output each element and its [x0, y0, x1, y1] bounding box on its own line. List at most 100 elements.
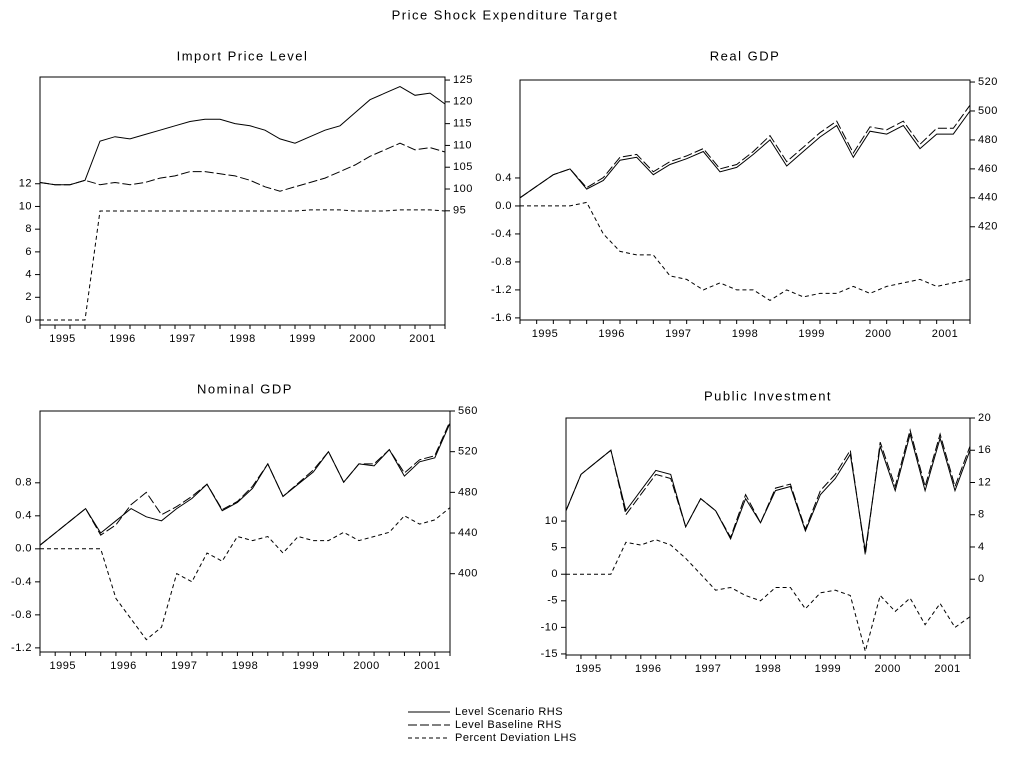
y-tick-label: 0.0: [495, 200, 512, 212]
x-tick-label: 1999: [292, 660, 318, 672]
y2-tick-label: 16: [978, 444, 991, 456]
series-line: [565, 432, 971, 552]
x-tick-label: 1998: [755, 663, 781, 675]
x-tick-label: 2001: [409, 333, 435, 345]
series-line: [520, 201, 971, 301]
y2-tick-label: 105: [453, 161, 473, 173]
y2-tick-label: 440: [978, 192, 998, 204]
y2-tick-label: 560: [458, 405, 478, 417]
x-tick-label: 2001: [414, 660, 440, 672]
y-tick-label: -0.8: [491, 256, 512, 268]
y2-tick-label: 440: [458, 527, 478, 539]
y2-tick-label: 115: [453, 118, 472, 130]
series-line: [519, 104, 971, 199]
chart-title: Import Price Level: [177, 48, 309, 63]
x-tick-label: 2000: [349, 333, 375, 345]
x-tick-label: 1998: [732, 328, 758, 340]
y-tick-label: -10: [541, 621, 558, 633]
legend-label: Percent Deviation LHS: [455, 732, 577, 744]
y-tick-label: 0.4: [15, 510, 32, 522]
y-tick-label: 0.0: [15, 543, 32, 555]
y-tick-label: 12: [19, 178, 32, 190]
y-tick-label: -5: [547, 595, 558, 607]
x-tick-label: 1998: [229, 333, 255, 345]
chart-title: Public Investment: [704, 388, 832, 403]
y2-tick-label: 20: [978, 412, 991, 424]
y2-tick-label: 520: [978, 76, 998, 88]
series-line: [39, 422, 451, 546]
x-tick-label: 2000: [353, 660, 379, 672]
y2-tick-label: 12: [978, 476, 991, 488]
y-tick-label: -1.6: [491, 312, 512, 324]
chart-title: Nominal GDP: [197, 381, 293, 396]
y-tick-label: 0.4: [495, 172, 512, 184]
y-tick-label: 10: [545, 515, 558, 527]
y2-tick-label: 100: [453, 183, 473, 195]
x-tick-label: 1996: [635, 663, 661, 675]
y-tick-label: 10: [19, 200, 32, 212]
y2-tick-label: 480: [978, 134, 998, 146]
series-line: [40, 209, 446, 321]
y-tick-label: -1.2: [11, 642, 32, 654]
y2-tick-label: 8: [978, 509, 985, 521]
y-tick-label: 5: [551, 542, 558, 554]
x-tick-label: 2000: [874, 663, 900, 675]
y2-tick-label: 500: [978, 105, 998, 117]
x-tick-label: 2001: [934, 663, 960, 675]
y-tick-label: 0: [25, 314, 32, 326]
x-tick-label: 1995: [49, 333, 75, 345]
y-tick-label: -1.2: [491, 284, 512, 296]
plot-frame: [519, 79, 971, 321]
x-tick-label: 1996: [109, 333, 135, 345]
y-tick-label: -0.4: [491, 228, 512, 240]
y2-tick-label: 460: [978, 163, 998, 175]
y2-tick-label: 0: [978, 573, 985, 585]
y-tick-label: 4: [25, 268, 32, 280]
series-line: [39, 420, 451, 546]
y-tick-label: 2: [25, 291, 32, 303]
y-tick-label: 0.8: [15, 477, 32, 489]
y2-tick-label: 120: [453, 96, 473, 108]
x-tick-label: 1997: [171, 660, 197, 672]
x-tick-label: 1998: [232, 660, 258, 672]
x-tick-label: 1999: [815, 663, 841, 675]
series-line: [565, 428, 971, 556]
y2-tick-label: 420: [978, 221, 998, 233]
series-line: [39, 86, 446, 186]
x-tick-label: 1995: [575, 663, 601, 675]
x-tick-label: 1999: [798, 328, 824, 340]
legend-label: Level Baseline RHS: [455, 719, 562, 731]
y2-tick-label: 4: [978, 541, 985, 553]
series-line: [40, 507, 451, 641]
series-line: [39, 142, 446, 192]
x-tick-label: 1996: [598, 328, 624, 340]
x-tick-label: 2000: [865, 328, 891, 340]
x-tick-label: 2001: [932, 328, 958, 340]
y-tick-label: 6: [25, 246, 32, 258]
plot-frame: [565, 417, 971, 656]
y-tick-label: -15: [541, 648, 558, 660]
y-tick-label: 8: [25, 223, 32, 235]
y2-tick-label: 110: [453, 139, 472, 151]
y2-tick-label: 125: [453, 74, 473, 86]
x-tick-label: 1999: [289, 333, 315, 345]
plot-frame: [39, 410, 451, 653]
legend-label: Level Scenario RHS: [455, 706, 563, 718]
y2-tick-label: 95: [453, 205, 466, 217]
y2-tick-label: 520: [458, 446, 478, 458]
plot-frame: [39, 76, 446, 326]
y-tick-label: 0: [551, 568, 558, 580]
x-tick-label: 1995: [532, 328, 558, 340]
x-tick-label: 1997: [169, 333, 195, 345]
chart-title: Real GDP: [710, 48, 781, 63]
figure-title: Price Shock Expenditure Target: [392, 7, 619, 22]
y-tick-label: -0.4: [11, 576, 32, 588]
series-line: [566, 539, 971, 654]
x-tick-label: 1997: [665, 328, 691, 340]
y2-tick-label: 400: [458, 568, 478, 580]
x-tick-label: 1997: [695, 663, 721, 675]
series-line: [519, 110, 971, 199]
x-tick-label: 1996: [110, 660, 136, 672]
y-tick-label: -0.8: [11, 609, 32, 621]
